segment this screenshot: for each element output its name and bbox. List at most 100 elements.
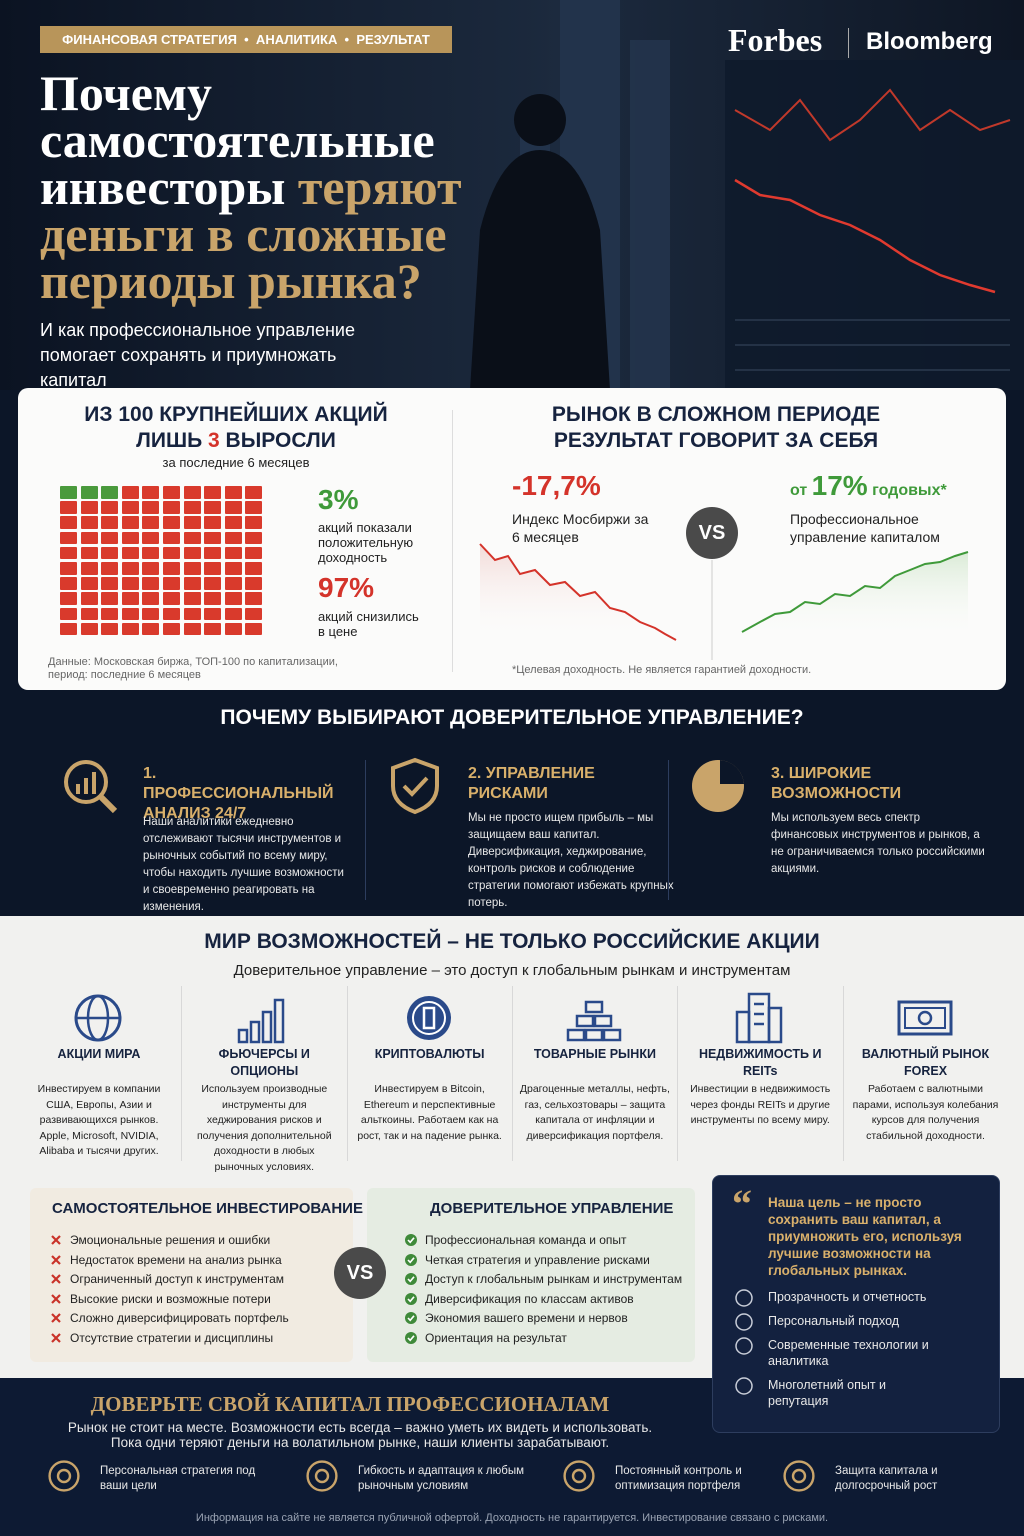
list-text: Доступ к глобальным рынкам и инструмента…	[425, 1272, 683, 1287]
cross-icon	[51, 1235, 61, 1245]
managed-list: Профессиональная команда и опыт Четкая ст…	[405, 1232, 695, 1350]
check-icon	[405, 1312, 417, 1325]
waffle-cell	[60, 577, 77, 590]
benefit-text: Прозрачность и отчетность	[768, 1290, 927, 1304]
waffle-cell	[204, 622, 222, 636]
benefit-text: Персональный подход	[768, 1314, 900, 1328]
divider	[346, 986, 348, 1161]
divider	[181, 986, 183, 1161]
waffle-cell	[183, 546, 201, 560]
waffle-cell	[121, 562, 139, 575]
cross-icon	[51, 1333, 61, 1343]
reasons: 1. ПРОФЕССИОНАЛЬНЫЙ АНАЛИЗ 24/7 Наши анал…	[0, 750, 1024, 913]
waffle-cell	[245, 592, 263, 605]
waffle-cell	[101, 592, 119, 605]
waffle-cell	[163, 546, 180, 560]
waffle-cell	[60, 501, 77, 514]
feature-text: Постоянный контроль и оптимизация портфе…	[615, 1465, 742, 1492]
waffle-cell	[142, 531, 160, 545]
waffle-cell	[142, 592, 160, 605]
title-line: ЛИШЬ 3 ВЫРОСЛИ	[40, 428, 432, 454]
reason-text: Мы не просто ищем прибыль – мы защищаем …	[468, 812, 674, 909]
panel-title: ИЗ 100 КРУПНЕЙШИХ АКЦИЙ ЛИШЬ 3 ВЫРОСЛИ	[40, 402, 432, 454]
opportunity-text: Используем производные инструменты для х…	[197, 1083, 332, 1173]
waffle-cell	[224, 501, 242, 514]
waffle-cell	[80, 622, 98, 636]
check-icon	[405, 1253, 417, 1266]
waffle-cell	[121, 622, 139, 636]
opportunity-title: ВАЛЮТНЫЙ РЫНОК FOREX	[861, 1047, 990, 1078]
feature-text: Гибкость и адаптация к любым рыночным ус…	[358, 1465, 524, 1492]
waffle-cell	[101, 516, 119, 529]
list-item: Экономия вашего времени и нервов	[405, 1310, 695, 1330]
section-subtitle: Доверительное управление – это доступ к …	[233, 962, 791, 979]
waffle-cell	[183, 501, 201, 514]
waffle-cell	[204, 607, 222, 621]
waffle-cell	[163, 607, 180, 621]
waffle-cell	[224, 592, 242, 605]
reason-text: Мы используем весь спектр финансовых инс…	[771, 812, 985, 875]
list-item: Профессиональная команда и опыт	[405, 1232, 695, 1252]
waffle-cell	[183, 592, 201, 605]
divider	[842, 986, 844, 1161]
feature-text: Персональная стратегия под ваши цели	[100, 1465, 256, 1492]
waffle-cell	[183, 622, 201, 636]
opportunity-title: АКЦИИ МИРА	[57, 1047, 141, 1061]
cross-icon	[51, 1274, 61, 1284]
waffle-cell	[204, 577, 222, 590]
waffle-cell	[204, 516, 222, 529]
feature-icon	[563, 1460, 595, 1492]
list-item: Ограниченный доступ к инструментам	[50, 1271, 350, 1291]
waffle-cell	[60, 622, 77, 636]
panel-title: РЫНОК В СЛОЖНОМ ПЕРИОДЕ РЕЗУЛЬТАТ ГОВОРИТ…	[470, 402, 962, 454]
opportunity-title: ТОВАРНЫЕ РЫНКИ	[533, 1047, 656, 1061]
waffle-cell	[142, 577, 160, 590]
title-part: ВЫРОСЛИ	[219, 429, 336, 452]
divider	[668, 760, 669, 900]
waffle-cell	[163, 501, 180, 514]
waffle-cell	[245, 607, 263, 621]
waffle-cell	[204, 546, 222, 560]
waffle-cell	[142, 562, 160, 575]
feature-list: Персональная стратегия под ваши цели Гибк…	[40, 1460, 1000, 1500]
list-text: Ограниченный доступ к инструментам	[70, 1272, 285, 1287]
header-bg	[0, 0, 1024, 390]
reason-text: Наши аналитики ежедневно отслеживают тыс…	[143, 816, 344, 913]
check-icon	[405, 1234, 417, 1246]
waffle-cell	[245, 486, 263, 499]
list-text: Недостаток времени на анализ рынка	[70, 1252, 282, 1267]
divider	[677, 986, 679, 1161]
waffle-cell	[121, 577, 139, 590]
list-item: Недостаток времени на анализ рынка	[50, 1252, 350, 1272]
benefit-text: Современные технологии и аналитика	[768, 1338, 929, 1368]
waffle-cell	[121, 486, 139, 499]
check-icon	[405, 1273, 417, 1286]
quote: Наша цель – не просто сохранить ваш капи…	[768, 1195, 962, 1278]
managed-label: Профессиональное управление капиталом	[790, 511, 940, 545]
check-icon	[405, 1331, 417, 1344]
title-line: РЫНОК В СЛОЖНОМ ПЕРИОДЕ	[551, 403, 881, 426]
reason-title: 3. ШИРОКИЕ ВОЗМОЖНОСТИ	[771, 765, 902, 802]
list-text: Ориентация на результат	[425, 1330, 567, 1345]
opportunity-list: АКЦИИ МИРА Инвестируем в компании США, Ев…	[16, 986, 1008, 1173]
waffle-cell	[183, 531, 201, 545]
waffle-cell	[121, 516, 139, 529]
waffle-cell	[163, 622, 180, 636]
waffle-cell	[121, 607, 139, 621]
waffle-cell	[60, 592, 77, 605]
waffle-cell	[183, 516, 201, 529]
opportunity-title: КРИПТОВАЛЮТЫ	[374, 1047, 485, 1061]
waffle-cell	[245, 531, 263, 545]
list-item: Эмоциональные решения и ошибки	[50, 1232, 350, 1252]
waffle-cell	[101, 607, 119, 621]
main-title: Почему самостоятельные инвесторы теряют …	[40, 68, 480, 306]
footer-text: Рынок не стоит на месте. Возможности ест…	[0, 1420, 720, 1450]
waffle-cell	[204, 592, 222, 605]
stat-value: 3%	[318, 484, 359, 515]
stat-text: акций показали положительную доходность	[318, 520, 414, 565]
section-title: ПОЧЕМУ ВЫБИРАЮТ ДОВЕРИТЕЛЬНОЕ УПРАВЛЕНИЕ…	[220, 706, 804, 729]
brand: Forbes	[728, 22, 823, 58]
box-title: ДОВЕРИТЕЛЬНОЕ УПРАВЛЕНИЕ	[430, 1200, 674, 1217]
cross-icon	[51, 1254, 61, 1265]
reason-title: 1. ПРОФЕССИОНАЛЬНЫЙ АНАЛИЗ 24/7	[143, 765, 334, 822]
